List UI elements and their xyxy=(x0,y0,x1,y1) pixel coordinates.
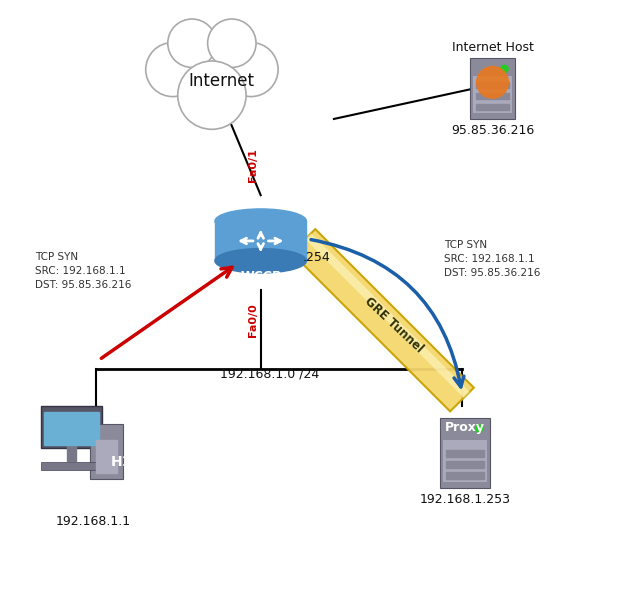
Bar xyxy=(470,58,516,119)
Text: 192.168.1.1: 192.168.1.1 xyxy=(55,515,131,528)
Bar xyxy=(67,445,76,461)
Polygon shape xyxy=(292,229,474,411)
Circle shape xyxy=(224,43,278,96)
Bar xyxy=(44,412,99,445)
Text: TCP SYN
SRC: 192.168.1.1
DST: 95.85.36.216: TCP SYN SRC: 192.168.1.1 DST: 95.85.36.2… xyxy=(444,240,540,278)
Text: Fa0/1: Fa0/1 xyxy=(248,148,258,182)
Text: Fa0/0: Fa0/0 xyxy=(248,303,258,337)
Circle shape xyxy=(207,19,256,68)
Text: Proxy: Proxy xyxy=(445,420,485,434)
Text: 192.168.1.0 /24: 192.168.1.0 /24 xyxy=(220,367,319,381)
Text: Internet: Internet xyxy=(188,71,254,90)
Circle shape xyxy=(168,19,216,68)
Polygon shape xyxy=(305,233,470,398)
Bar xyxy=(41,406,102,448)
Ellipse shape xyxy=(215,209,306,233)
Text: GRE Tunnel: GRE Tunnel xyxy=(362,294,425,355)
Text: 95.85.36.216: 95.85.36.216 xyxy=(451,124,534,137)
Bar xyxy=(476,104,509,110)
Circle shape xyxy=(178,48,246,117)
Bar xyxy=(443,439,487,482)
Bar xyxy=(96,440,118,473)
Circle shape xyxy=(477,66,508,98)
Circle shape xyxy=(501,65,508,73)
Bar xyxy=(215,221,306,261)
Bar xyxy=(473,76,513,113)
Bar xyxy=(41,462,108,470)
Text: TCP SYN
SRC: 192.168.1.1
DST: 95.85.36.216: TCP SYN SRC: 192.168.1.1 DST: 95.85.36.2… xyxy=(35,253,131,290)
Bar xyxy=(476,93,509,99)
Bar xyxy=(446,472,484,478)
Ellipse shape xyxy=(215,249,306,273)
Bar xyxy=(476,82,509,88)
Bar xyxy=(446,461,484,467)
Text: 192.168.1.253: 192.168.1.253 xyxy=(420,493,511,506)
Circle shape xyxy=(178,61,246,129)
Text: H1: H1 xyxy=(111,456,132,469)
Bar xyxy=(90,424,123,479)
Text: Internet Host: Internet Host xyxy=(452,41,534,54)
Text: .254: .254 xyxy=(302,251,330,264)
Circle shape xyxy=(145,43,200,96)
Bar xyxy=(440,418,490,488)
Circle shape xyxy=(475,425,483,432)
Bar xyxy=(446,450,484,456)
Text: WCCP: WCCP xyxy=(240,270,281,282)
